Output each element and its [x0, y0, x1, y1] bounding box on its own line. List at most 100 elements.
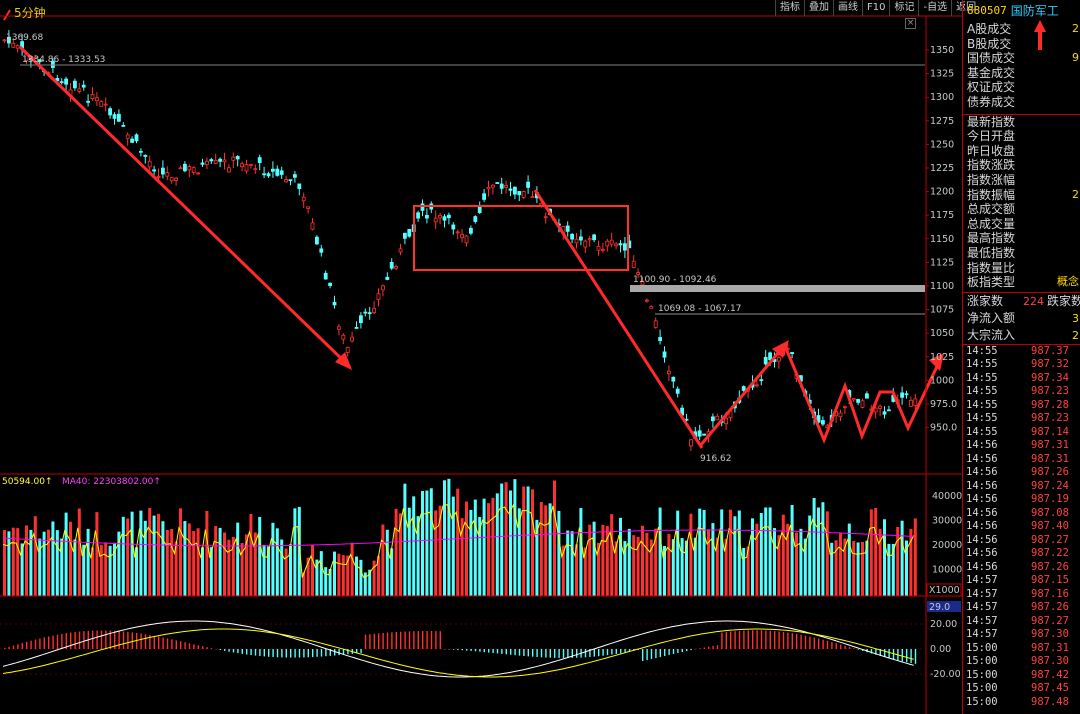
row-label: 指数振幅 [967, 187, 1016, 202]
tick-row: 14:55 987.32 [963, 358, 1080, 372]
annotation-high: 1369.68 [6, 33, 43, 43]
volume-bar [201, 547, 204, 596]
tick-price: 987.26 [1031, 560, 1069, 573]
macd-bar [686, 649, 688, 652]
volume-bar [654, 528, 658, 596]
macd-bar [756, 630, 758, 649]
candle-body [213, 159, 218, 164]
macd-bar [681, 649, 683, 653]
tick-time: 14:56 [966, 466, 998, 479]
macd-bar [162, 637, 164, 649]
macd-bar [571, 649, 573, 658]
volume-bar [126, 518, 130, 596]
candle-body [909, 399, 913, 407]
candle-body [86, 100, 90, 103]
volume-bar [372, 560, 376, 596]
candle-body [64, 78, 68, 85]
rebound-arrow [698, 346, 785, 447]
tick-list[interactable]: 14:55 987.37 14:55 987.32 14:55 987.34 14:55 98… [963, 343, 1080, 710]
drawn-annotations: 1369.68 1334.86 - 1333.53 1100.90 - 1092… [0, 9, 962, 714]
candle-body [367, 312, 372, 315]
macd-bar [914, 649, 917, 664]
candle-body [103, 103, 108, 106]
volume-row: 债券成交 [963, 95, 1080, 110]
macd-bar [391, 632, 393, 649]
tick-row: 14:55 987.23 [963, 412, 1080, 426]
macd-bar [452, 649, 455, 650]
candle-body [900, 392, 904, 398]
macd-bar [532, 649, 534, 657]
close-icon[interactable]: × [905, 18, 916, 29]
macd-bar [708, 646, 710, 649]
volume-bar [632, 535, 636, 596]
toolbar-watchlist-button[interactable]: -自选 [918, 0, 951, 16]
macd-bar [760, 630, 763, 649]
candle-body [262, 173, 267, 176]
up-arrow-icon [1034, 20, 1046, 50]
macd-bar [325, 649, 327, 657]
candle-body [112, 114, 117, 119]
volume-bar [390, 548, 394, 596]
candle-body [196, 172, 201, 175]
tick-time: 15:00 [966, 641, 998, 654]
tick-row: 14:56 987.26 [963, 561, 1080, 575]
candle-body [860, 400, 865, 408]
toolbar-indicator-button[interactable]: 指标 [775, 0, 804, 16]
candle-body [2, 39, 7, 42]
volume-bar [271, 522, 275, 596]
volume-bar [377, 555, 380, 596]
volume-bar [491, 497, 495, 596]
candle-body [521, 191, 526, 198]
macd-bar [263, 649, 265, 657]
tick-time: 14:56 [966, 547, 998, 560]
toolbar-draw-button[interactable]: 画线 [833, 0, 862, 16]
volume-bar [557, 510, 561, 596]
volume-bar [795, 532, 798, 596]
macd-bar [879, 649, 881, 656]
candle-body [499, 183, 504, 189]
price-tick-label: 1125 [930, 257, 954, 268]
toolbar-overlay-button[interactable]: 叠加 [804, 0, 833, 16]
tick-price: 987.31 [1031, 641, 1069, 654]
volume-bar [570, 531, 574, 596]
index-name[interactable]: 国防军工 [1010, 3, 1059, 18]
tick-price: 987.22 [1031, 547, 1069, 560]
row-label: 最低指数 [967, 245, 1016, 260]
macd-bar [576, 649, 578, 658]
tick-row: 14:55 987.37 [963, 345, 1080, 359]
macd-bar [109, 630, 111, 649]
period-label[interactable]: 5分钟 [14, 6, 46, 20]
volume-bar [698, 508, 702, 596]
volume-bar [865, 540, 869, 596]
volume-bar [759, 512, 763, 596]
candle-body [37, 59, 42, 63]
volume-bar [456, 488, 460, 596]
macd-bar [202, 646, 204, 649]
macd-bar [378, 633, 380, 649]
macd-bar [888, 649, 890, 659]
macd-bar [611, 649, 613, 655]
volume-bar [768, 507, 772, 596]
macd-bar [386, 632, 389, 649]
tick-price: 987.23 [1031, 412, 1069, 425]
macd-bar [593, 649, 595, 657]
candle-body [191, 167, 196, 173]
toolbar-mark-button[interactable]: 标记 [889, 0, 918, 16]
candle-body [389, 262, 394, 269]
volume-bar [869, 509, 873, 596]
volume-bar [95, 512, 99, 596]
macd-bar [193, 644, 195, 649]
row-label: 昨日收盘 [967, 143, 1016, 158]
volume-bar [346, 555, 350, 596]
volume-tick-label: 20000 [932, 540, 962, 551]
row-label: 最新指数 [967, 114, 1016, 129]
candle-body [372, 307, 377, 313]
volume-bar [253, 532, 257, 596]
volume-bar [42, 531, 46, 596]
volume-bar [117, 531, 121, 596]
tick-price: 987.30 [1031, 628, 1069, 641]
volume-bar [821, 502, 825, 596]
toolbar-back-button[interactable]: 返回 [951, 0, 980, 16]
toolbar-f10-button[interactable]: F10 [862, 0, 889, 16]
